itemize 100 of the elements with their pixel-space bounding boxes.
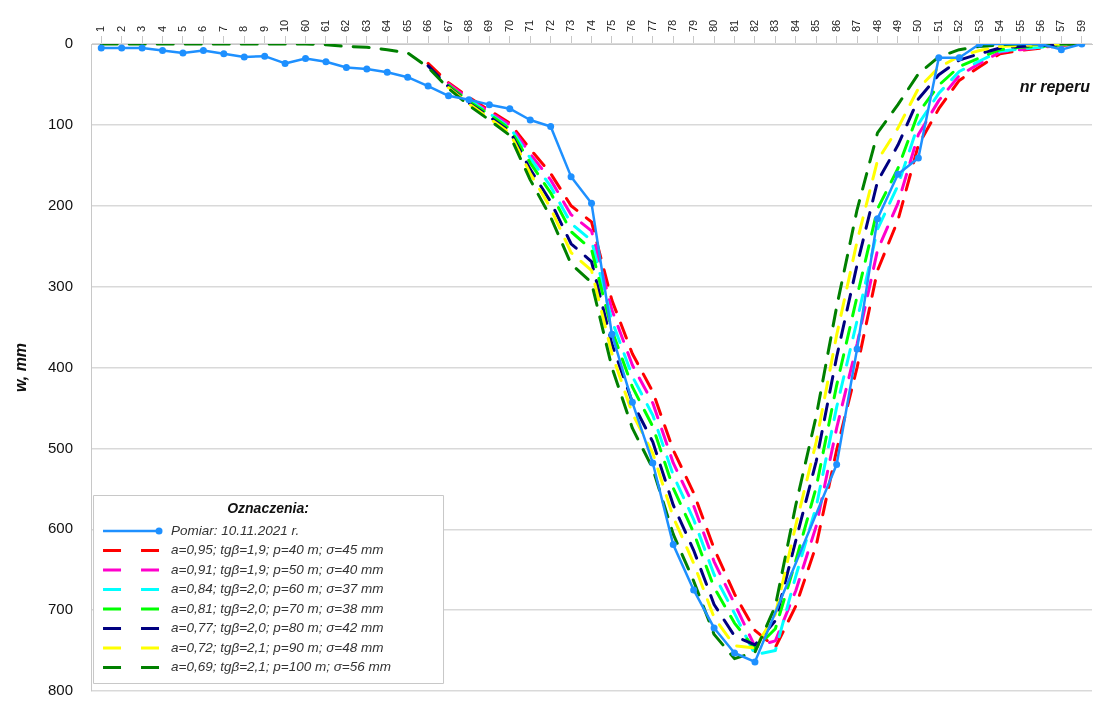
point xyxy=(935,54,943,62)
x-tick-label: 60 xyxy=(298,19,311,32)
x-tick-label: 52 xyxy=(952,19,965,32)
x-tick-label: 87 xyxy=(850,19,863,32)
point xyxy=(363,65,371,73)
y-axis-title: w, mm xyxy=(12,342,30,393)
point xyxy=(383,68,391,76)
point xyxy=(322,58,330,66)
point xyxy=(894,170,902,178)
x-tick-label: 55 xyxy=(1013,19,1026,32)
point xyxy=(465,96,473,104)
x-tick-label: 82 xyxy=(747,19,760,32)
legend-label: a=0,95; tgβ=1,9; p=40 m; σ=45 mm xyxy=(171,542,384,558)
point xyxy=(220,50,228,58)
point xyxy=(669,541,677,549)
point xyxy=(547,122,555,130)
y-tick-label: 700 xyxy=(48,600,74,618)
point xyxy=(588,199,596,207)
x-tick-label: 84 xyxy=(788,19,801,32)
point xyxy=(874,215,882,223)
x-tick-label: 49 xyxy=(890,19,903,32)
y-tick-label: 300 xyxy=(48,276,74,294)
point xyxy=(261,52,269,60)
x-tick-label: 3 xyxy=(135,25,148,32)
x-tick-label: 8 xyxy=(237,25,250,32)
x-tick-label: 56 xyxy=(1033,19,1046,32)
x-tick-label: 69 xyxy=(482,19,495,32)
point xyxy=(138,44,146,52)
x-tick-label: 54 xyxy=(993,19,1006,32)
x-tick-label: 59 xyxy=(1074,19,1087,32)
legend-label: a=0,69; tgβ=2,1; p=100 m; σ=56 mm xyxy=(171,659,392,675)
x-tick-label: 57 xyxy=(1054,19,1067,32)
x-tick-label: 81 xyxy=(727,19,740,32)
x-tick-label: 70 xyxy=(502,19,515,32)
point xyxy=(710,624,718,632)
point xyxy=(853,345,861,353)
x-tick-label: 75 xyxy=(604,19,617,32)
x-tick-label: 64 xyxy=(380,19,393,32)
x-tick-label: 50 xyxy=(911,19,924,32)
point xyxy=(199,46,207,54)
point xyxy=(485,101,493,109)
x-tick-label: 78 xyxy=(666,19,679,32)
legend-label: a=0,84; tgβ=2,0; p=60 m; σ=37 mm xyxy=(171,581,384,597)
point xyxy=(240,53,248,61)
x-tick-label: 5 xyxy=(175,25,188,32)
point xyxy=(628,398,636,406)
point xyxy=(914,154,922,162)
x-tick-label: 63 xyxy=(359,19,372,32)
legend-label: Pomiar: 10.11.2021 r. xyxy=(171,522,300,538)
point xyxy=(690,586,698,594)
x-tick-label: 4 xyxy=(155,25,168,32)
y-tick-label: 0 xyxy=(64,34,74,52)
x-tick-label: 79 xyxy=(686,19,699,32)
point xyxy=(342,63,350,71)
y-tick-label: 800 xyxy=(48,681,74,699)
x-tick-label: 51 xyxy=(931,19,944,32)
point xyxy=(567,173,575,181)
legend-label: a=0,91; tgβ=1,9; p=50 m; σ=40 mm xyxy=(171,561,384,577)
x-tick-label: 1 xyxy=(94,25,107,32)
point xyxy=(751,658,759,666)
point xyxy=(608,330,616,338)
y-tick-label: 500 xyxy=(48,438,74,456)
x-tick-label: 72 xyxy=(543,19,556,32)
x-tick-label: 62 xyxy=(339,19,352,32)
x-tick-label: 80 xyxy=(707,19,720,32)
point xyxy=(506,105,514,113)
x-tick-label: 53 xyxy=(972,19,985,32)
y-tick-label: 600 xyxy=(48,519,74,537)
x-tick-label: 71 xyxy=(523,19,536,32)
y-tick-label: 100 xyxy=(48,115,74,133)
point xyxy=(118,44,126,52)
x-tick-label: 77 xyxy=(645,19,658,32)
x-tick-label: 61 xyxy=(318,19,331,32)
legend-label: a=0,77; tgβ=2,0; p=80 m; σ=42 mm xyxy=(171,620,384,636)
x-tick-label: 48 xyxy=(870,19,883,32)
x-tick-label: 73 xyxy=(564,19,577,32)
point xyxy=(404,73,412,81)
x-tick-label: 67 xyxy=(441,19,454,32)
x-tick-label: 2 xyxy=(114,25,127,32)
x-tick-label: 76 xyxy=(625,19,638,32)
x-tick-label: 10 xyxy=(278,19,291,32)
point xyxy=(731,649,739,657)
point xyxy=(1057,46,1065,54)
x-axis-title: nr reperu xyxy=(1019,78,1091,96)
x-tick-label: 66 xyxy=(421,19,434,32)
legend-label: a=0,72; tgβ=2,1; p=90 m; σ=48 mm xyxy=(171,639,384,655)
point xyxy=(649,459,657,467)
legend-title: Oznaczenia: xyxy=(227,499,309,516)
point xyxy=(179,49,187,57)
legend-label: a=0,81; tgβ=2,0; p=70 m; σ=38 mm xyxy=(171,600,384,616)
x-tick-label: 68 xyxy=(461,19,474,32)
point xyxy=(424,82,432,90)
point xyxy=(302,55,310,63)
point xyxy=(97,44,105,52)
x-tick-label: 9 xyxy=(257,25,270,32)
point xyxy=(833,461,841,469)
x-tick-label: 85 xyxy=(809,19,822,32)
y-tick-label: 200 xyxy=(48,195,74,213)
x-tick-label: 65 xyxy=(400,19,413,32)
point xyxy=(159,46,167,54)
